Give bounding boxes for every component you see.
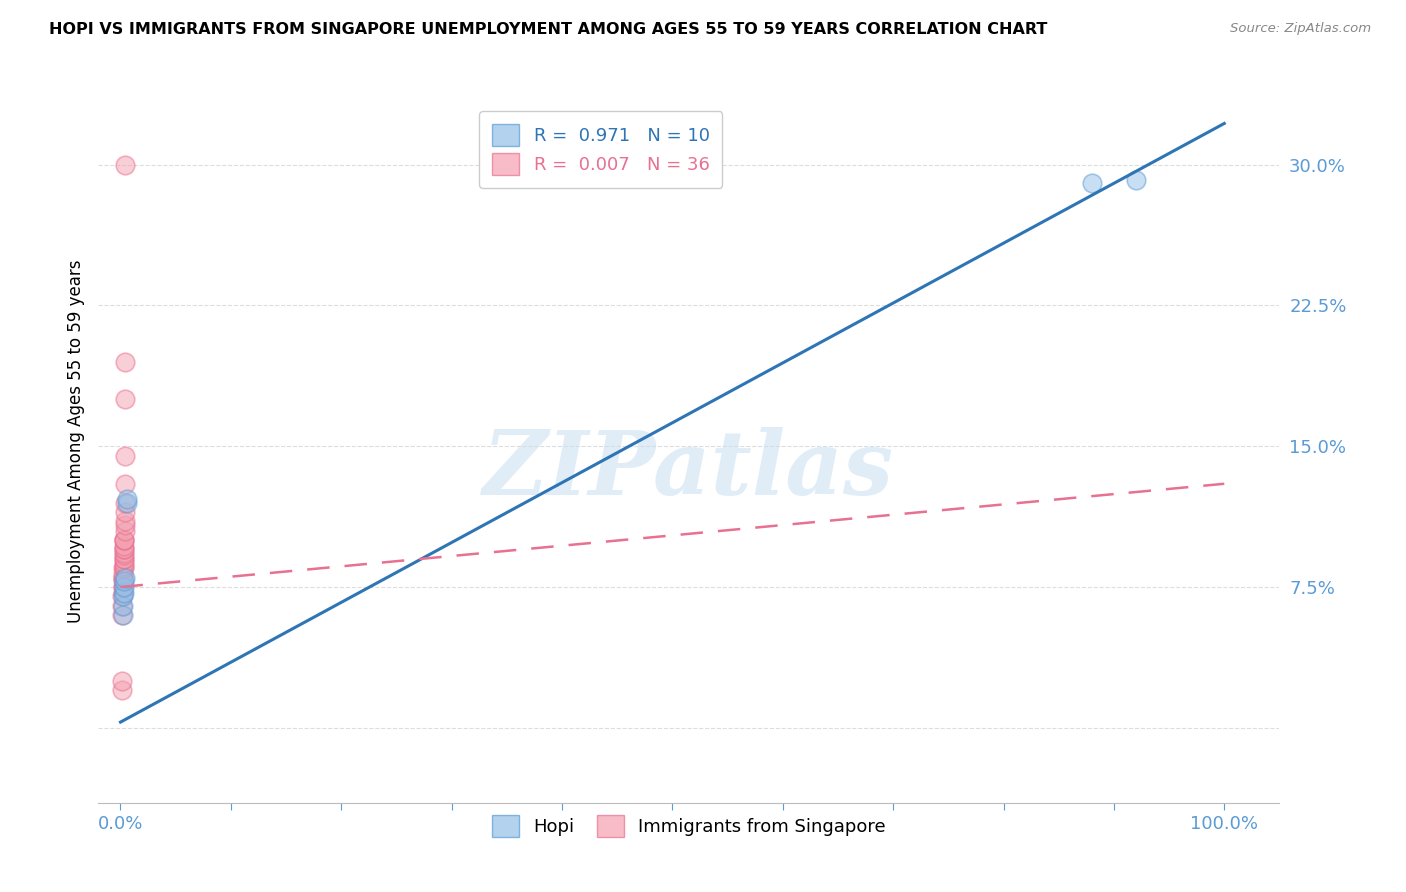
Point <box>111 580 134 594</box>
Point <box>114 449 136 463</box>
Point <box>110 608 132 623</box>
Point <box>112 533 135 547</box>
Point <box>115 495 138 509</box>
Point <box>112 574 135 589</box>
Point <box>114 495 136 509</box>
Point <box>112 548 135 562</box>
Point <box>115 491 138 506</box>
Y-axis label: Unemployment Among Ages 55 to 59 years: Unemployment Among Ages 55 to 59 years <box>66 260 84 624</box>
Point <box>111 599 134 613</box>
Point <box>111 571 134 585</box>
Point <box>112 561 135 575</box>
Point <box>112 580 135 594</box>
Point <box>111 561 134 575</box>
Point <box>112 539 135 553</box>
Point <box>114 571 136 585</box>
Point <box>112 546 135 560</box>
Point <box>112 533 135 547</box>
Point <box>111 566 134 581</box>
Point <box>112 551 135 566</box>
Point <box>112 551 135 566</box>
Point <box>114 355 136 369</box>
Legend: Hopi, Immigrants from Singapore: Hopi, Immigrants from Singapore <box>485 808 893 845</box>
Text: HOPI VS IMMIGRANTS FROM SINGAPORE UNEMPLOYMENT AMONG AGES 55 TO 59 YEARS CORRELA: HOPI VS IMMIGRANTS FROM SINGAPORE UNEMPL… <box>49 22 1047 37</box>
Point <box>114 514 136 528</box>
Point <box>112 585 135 599</box>
Point <box>110 599 132 613</box>
Point <box>112 542 135 557</box>
Point <box>110 683 132 698</box>
Point <box>114 476 136 491</box>
Point <box>110 673 132 688</box>
Point <box>111 571 134 585</box>
Text: Source: ZipAtlas.com: Source: ZipAtlas.com <box>1230 22 1371 36</box>
Point <box>112 533 135 547</box>
Point <box>114 158 136 172</box>
Point <box>111 574 134 589</box>
Point <box>1125 173 1147 187</box>
Point <box>114 505 136 519</box>
Text: ZIPatlas: ZIPatlas <box>484 427 894 514</box>
Point <box>114 524 136 538</box>
Point <box>110 590 132 604</box>
Point <box>114 392 136 407</box>
Point <box>114 518 136 533</box>
Point <box>1081 177 1104 191</box>
Point <box>112 559 135 574</box>
Point <box>112 556 135 570</box>
Point <box>112 542 135 557</box>
Point <box>111 590 134 604</box>
Point <box>111 585 134 599</box>
Point <box>111 580 134 594</box>
Point <box>111 608 134 623</box>
